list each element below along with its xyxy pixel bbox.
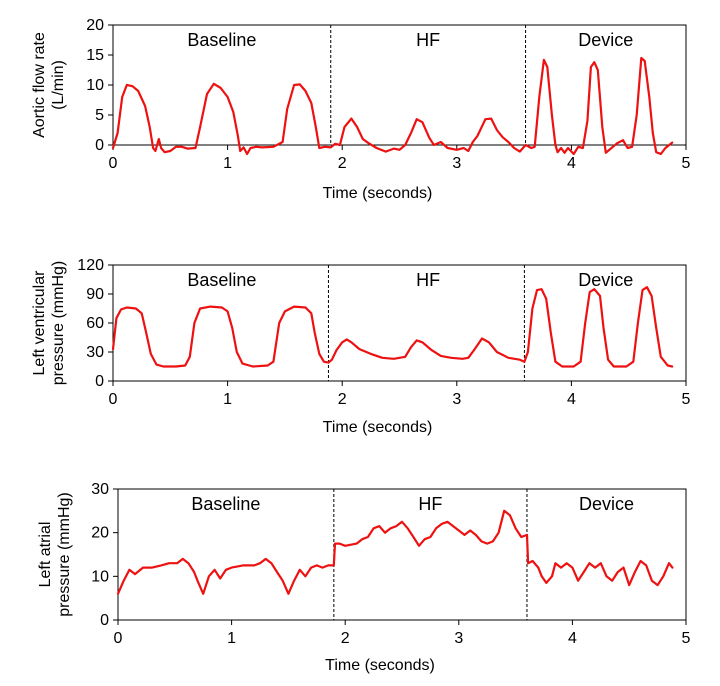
x-tick-label: 4 [567,155,576,172]
series-line [111,56,674,156]
chart-panel-3: 0 10 20 30 0 1 2 3 4 5 Baseline HF Device Time (secon… [37,481,691,674]
y-axis-title: Left atrial pressure (mmHg) [37,492,73,616]
y-tick-label: 60 [86,315,104,332]
x-tick-label: 3 [452,391,461,408]
y-tick-label: 30 [91,481,109,498]
y-tick-label: 15 [86,47,104,64]
x-tick-label: 0 [109,391,118,408]
x-tick-label: 1 [227,630,236,647]
y-tick-label: 10 [91,568,109,585]
y-tick-label: 20 [86,17,104,34]
chart-panel-1: 0 5 10 15 20 0 1 2 3 4 5 Baseline HF Device Time (seco… [31,17,691,202]
y-axis-title: Left ventricular pressure (mmHg) [31,261,67,385]
phase-label-hf: HF [416,270,440,290]
x-tick-label: 3 [452,155,461,172]
chart-panel-2: 0 30 60 90 120 0 1 2 3 4 5 Baseline HF Device Time (se… [31,257,691,436]
phase-label-hf: HF [416,30,440,50]
y-axis-title-line: Aortic flow rate [31,32,48,138]
phase-label-device: Device [579,494,634,514]
x-tick-label: 2 [341,630,350,647]
y-tick-label: 90 [86,286,104,303]
x-tick-label: 2 [338,155,347,172]
y-axis-title-line: pressure (mmHg) [50,261,67,385]
x-tick-label: 2 [338,391,347,408]
y-axis-title-line: pressure (mmHg) [56,492,73,616]
x-tick-label: 4 [567,391,576,408]
phase-label-device: Device [578,30,633,50]
y-tick-label: 30 [86,344,104,361]
x-tick-label: 5 [682,155,691,172]
x-tick-label: 5 [682,391,691,408]
phase-label-hf: HF [418,494,442,514]
x-tick-label: 0 [109,155,118,172]
y-tick-label: 120 [77,257,104,274]
phase-label-baseline: Baseline [187,30,256,50]
y-axis-title: Aortic flow rate (L/min) [31,32,67,138]
series-line [111,286,674,368]
x-tick-label: 5 [682,630,691,647]
plot-frame [117,488,687,621]
y-tick-label: 0 [95,137,104,154]
y-tick-label: 0 [100,612,109,629]
x-tick-label: 3 [454,630,463,647]
series-line [116,509,674,595]
y-axis-title-line: Left atrial [37,522,54,588]
x-axis-title: Time (seconds) [325,657,435,674]
x-tick-label: 1 [223,155,232,172]
y-axis-title-line: (L/min) [50,60,67,110]
x-tick-label: 4 [568,630,577,647]
y-tick-label: 0 [95,373,104,390]
phase-label-baseline: Baseline [191,494,260,514]
x-tick-label: 0 [114,630,123,647]
y-tick-label: 5 [95,107,104,124]
y-axis-title-line: Left ventricular [31,270,48,376]
phase-label-baseline: Baseline [187,270,256,290]
y-tick-label: 10 [86,77,104,94]
x-axis-title: Time (seconds) [323,419,433,436]
x-tick-label: 1 [223,391,232,408]
x-axis-title: Time (seconds) [323,185,433,202]
phase-label-device: Device [578,270,633,290]
y-tick-label: 20 [91,525,109,542]
